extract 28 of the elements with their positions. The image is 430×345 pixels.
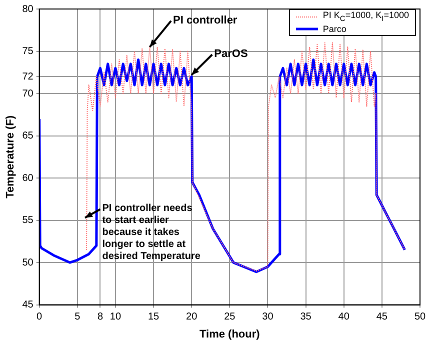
y-tick-label: 65 <box>22 130 34 142</box>
y-tick-label: 55 <box>22 215 34 226</box>
x-tick-label: 8 <box>97 312 104 323</box>
x-tick-label: 10 <box>110 312 122 323</box>
x-tick-label: 40 <box>338 312 350 323</box>
x-tick-label: 30 <box>262 312 274 323</box>
x-tick-label: 20 <box>186 312 198 323</box>
y-tick-label: 70 <box>22 88 34 100</box>
legend-label: Parco <box>322 24 346 35</box>
annotation: PI controller needs to start earlier because it takes longer to settle at desired Temperature <box>102 203 201 262</box>
x-tick-label: 35 <box>300 312 312 323</box>
y-tick-label: 75 <box>22 46 34 58</box>
x-axis-title: Time (hour) <box>200 328 260 340</box>
annotation: PI controller <box>173 14 238 26</box>
y-tick-label: 80 <box>22 4 34 15</box>
legend-label: PI K$_{C}$=1000, K$_{I}$=1000 <box>322 10 409 24</box>
x-tick-label: 15 <box>148 312 160 323</box>
y-tick-label: 45 <box>22 300 34 311</box>
y-axis-title: Temperature (F) <box>4 115 17 198</box>
x-tick-label: 5 <box>74 312 81 323</box>
x-tick-label: 45 <box>376 312 388 323</box>
annotation: ParOS <box>214 48 248 60</box>
x-tick-label: 50 <box>414 312 426 323</box>
x-tick-label: 0 <box>36 312 43 323</box>
y-tick-label: 72 <box>22 71 34 82</box>
y-tick-label: 60 <box>22 172 34 184</box>
y-tick-label: 50 <box>22 257 34 268</box>
x-tick-label: 25 <box>224 312 236 323</box>
